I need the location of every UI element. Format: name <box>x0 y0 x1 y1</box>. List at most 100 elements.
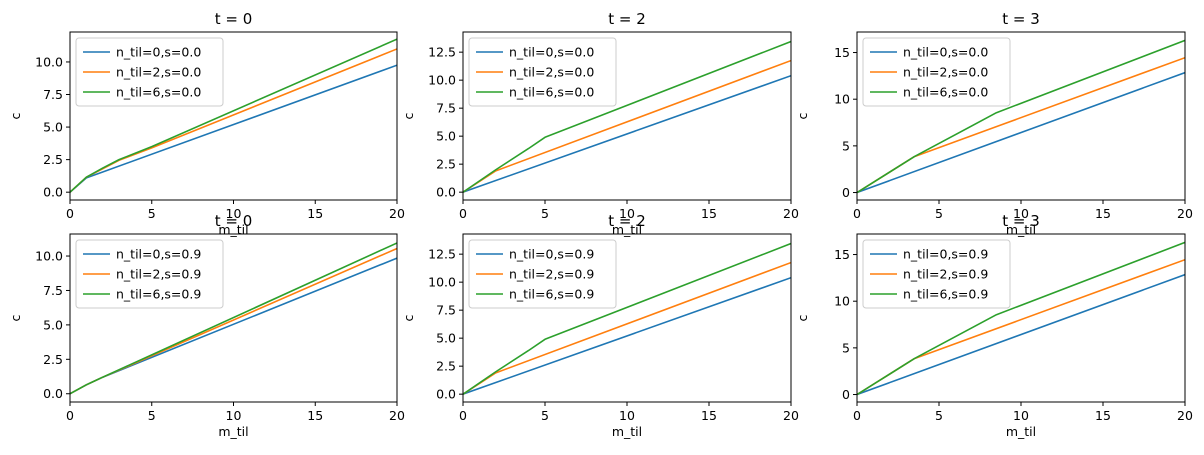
x-tick-label: 10 <box>226 206 242 221</box>
legend-entry: n_til=0,s=0.0 <box>509 45 594 60</box>
x-tick-label: 20 <box>783 206 799 221</box>
x-tick-label: 15 <box>307 206 323 221</box>
x-tick-label: 15 <box>701 206 717 221</box>
x-tick-label: 10 <box>226 408 242 423</box>
x-tick-label: 5 <box>541 206 549 221</box>
y-tick-label: 7.5 <box>43 87 63 102</box>
legend-frame <box>75 239 224 309</box>
x-tick-label: 10 <box>619 206 635 221</box>
series-lines <box>857 241 1185 396</box>
subplot-2: 0 5 10 15 20 0.0 2.5 5.0 7.5 10.0 12.5 m_til c t = 2 n… <box>401 10 799 237</box>
series-lines <box>463 40 791 194</box>
x-tick-label: 15 <box>1095 206 1111 221</box>
y-tick-label: 10 <box>834 92 850 107</box>
legend: n_til=0,s=0.9 n_til=2,s=0.9 n_til=6,s=0.9 <box>862 239 1011 309</box>
x-tick-label: 0 <box>66 408 74 423</box>
legend-frame <box>75 37 224 107</box>
series-line-3 <box>857 241 1185 396</box>
legend-entry: n_til=6,s=0.0 <box>903 85 988 100</box>
legend: n_til=0,s=0.9 n_til=2,s=0.9 n_til=6,s=0.9 <box>75 239 224 309</box>
x-tick-label: 10 <box>1013 408 1029 423</box>
series-lines <box>857 39 1185 194</box>
y-tick-label: 15 <box>834 45 850 60</box>
x-axis-label: m_til <box>612 424 642 439</box>
series-line-1 <box>463 74 791 194</box>
legend-entry: n_til=0,s=0.9 <box>116 247 201 262</box>
series-lines <box>70 242 397 395</box>
x-axis-label: m_til <box>218 424 248 439</box>
y-tick-label: 7.5 <box>436 303 456 318</box>
legend-entry: n_til=0,s=0.0 <box>903 45 988 60</box>
legend-entry: n_til=0,s=0.0 <box>116 45 201 60</box>
series-line-3 <box>463 40 791 194</box>
legend-entry: n_til=2,s=0.9 <box>903 267 988 282</box>
y-tick-label: 5.0 <box>43 120 63 135</box>
y-tick-label: 10.0 <box>35 54 63 69</box>
legend-entry: n_til=2,s=0.9 <box>116 267 201 282</box>
x-tick-label: 5 <box>935 408 943 423</box>
y-tick-label: 10.0 <box>35 249 63 264</box>
legend-frame <box>468 37 617 107</box>
y-axis-label: c <box>795 112 810 119</box>
legend-frame <box>862 239 1011 309</box>
x-tick-label: 0 <box>853 206 861 221</box>
legend: n_til=0,s=0.0 n_til=2,s=0.0 n_til=6,s=0.0 <box>468 37 617 107</box>
x-tick-label: 5 <box>541 408 549 423</box>
x-tick-label: 20 <box>783 408 799 423</box>
y-axis-label: c <box>8 112 23 119</box>
series-line-1 <box>857 71 1185 194</box>
subplot-1: 0 5 10 15 20 0.0 2.5 5.0 7.5 10.0 m_til c t = 0 n_til… <box>8 10 405 237</box>
x-tick-label: 15 <box>1095 408 1111 423</box>
y-tick-label: 2.5 <box>436 359 456 374</box>
legend: n_til=0,s=0.9 n_til=2,s=0.9 n_til=6,s=0.9 <box>468 239 617 309</box>
y-tick-label: 5 <box>842 340 850 355</box>
y-tick-label: 0 <box>842 387 850 402</box>
y-tick-label: 2.5 <box>43 152 63 167</box>
y-tick-label: 2.5 <box>436 157 456 172</box>
x-axis-label: m_til <box>218 222 248 237</box>
x-axis-label: m_til <box>1006 222 1036 237</box>
y-tick-label: 0.0 <box>436 185 456 200</box>
subplot-title: t = 3 <box>1002 212 1040 230</box>
x-axis-label: m_til <box>1006 424 1036 439</box>
legend-entry: n_til=6,s=0.9 <box>903 287 988 302</box>
y-axis-label: c <box>8 314 23 321</box>
series-lines <box>70 38 397 194</box>
y-axis-label: c <box>401 112 416 119</box>
series-line-3 <box>463 242 791 396</box>
x-tick-label: 10 <box>1013 206 1029 221</box>
series-line-3 <box>70 242 397 395</box>
legend-entry: n_til=0,s=0.9 <box>903 247 988 262</box>
x-tick-label: 5 <box>148 206 156 221</box>
x-tick-label: 15 <box>701 408 717 423</box>
y-tick-label: 5.0 <box>436 129 456 144</box>
legend-entry: n_til=2,s=0.0 <box>903 65 988 80</box>
y-tick-label: 5.0 <box>436 331 456 346</box>
y-tick-label: 7.5 <box>43 283 63 298</box>
legend-entry: n_til=2,s=0.0 <box>509 65 594 80</box>
x-tick-label: 20 <box>389 206 405 221</box>
x-tick-label: 15 <box>307 408 323 423</box>
subplot-title: t = 0 <box>215 10 253 28</box>
subplot-title: t = 2 <box>608 10 646 28</box>
y-tick-label: 0.0 <box>436 387 456 402</box>
subplot-title: t = 2 <box>608 212 646 230</box>
legend-frame <box>862 37 1011 107</box>
y-tick-label: 10.0 <box>428 73 456 88</box>
x-tick-label: 10 <box>619 408 635 423</box>
y-tick-label: 10.0 <box>428 275 456 290</box>
y-tick-label: 5.0 <box>43 317 63 332</box>
x-tick-label: 0 <box>459 206 467 221</box>
x-tick-label: 0 <box>459 408 467 423</box>
y-tick-label: 10 <box>834 294 850 309</box>
series-lines <box>463 242 791 396</box>
y-tick-label: 2.5 <box>43 352 63 367</box>
series-line-3 <box>70 38 397 194</box>
legend-entry: n_til=0,s=0.9 <box>509 247 594 262</box>
subplot-title: t = 3 <box>1002 10 1040 28</box>
